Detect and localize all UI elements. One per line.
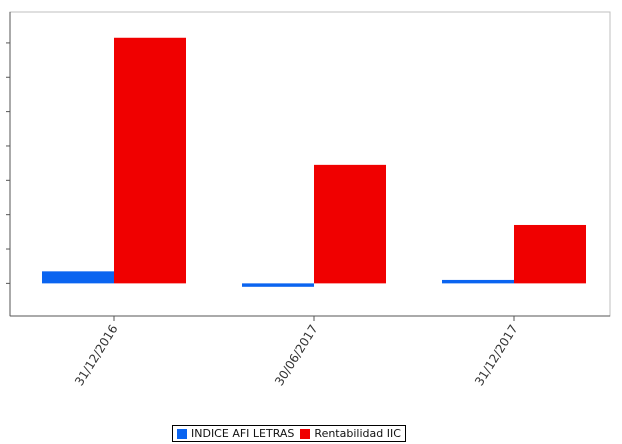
legend-label-series-1: INDICE AFI LETRAS [191,427,295,440]
bar-2-2 [314,164,386,284]
x-tick-label: 30/06/2017 [272,322,321,388]
bars [42,37,586,287]
x-tick-label: 31/12/2016 [72,322,121,388]
bar-2-1 [114,37,186,284]
bar-1-3 [442,279,514,284]
bar-2-3 [514,224,586,284]
bar-1-1 [42,271,114,284]
plot-frame [9,11,611,317]
legend: INDICE AFI LETRAS Rentabilidad IIC [172,425,406,442]
x-tick-label: 31/12/2017 [472,322,521,388]
x-axis: 31/12/2016 30/06/2017 31/12/2017 [72,316,521,388]
legend-item-series-1: INDICE AFI LETRAS [177,427,294,440]
legend-label-series-2: Rentabilidad IIC [314,427,401,440]
y-axis-ticks [6,42,10,284]
legend-swatch-series-2 [300,428,311,439]
bar-1-2 [242,283,314,287]
legend-item-series-2: Rentabilidad IIC [300,427,401,440]
legend-swatch-series-1 [177,428,187,439]
